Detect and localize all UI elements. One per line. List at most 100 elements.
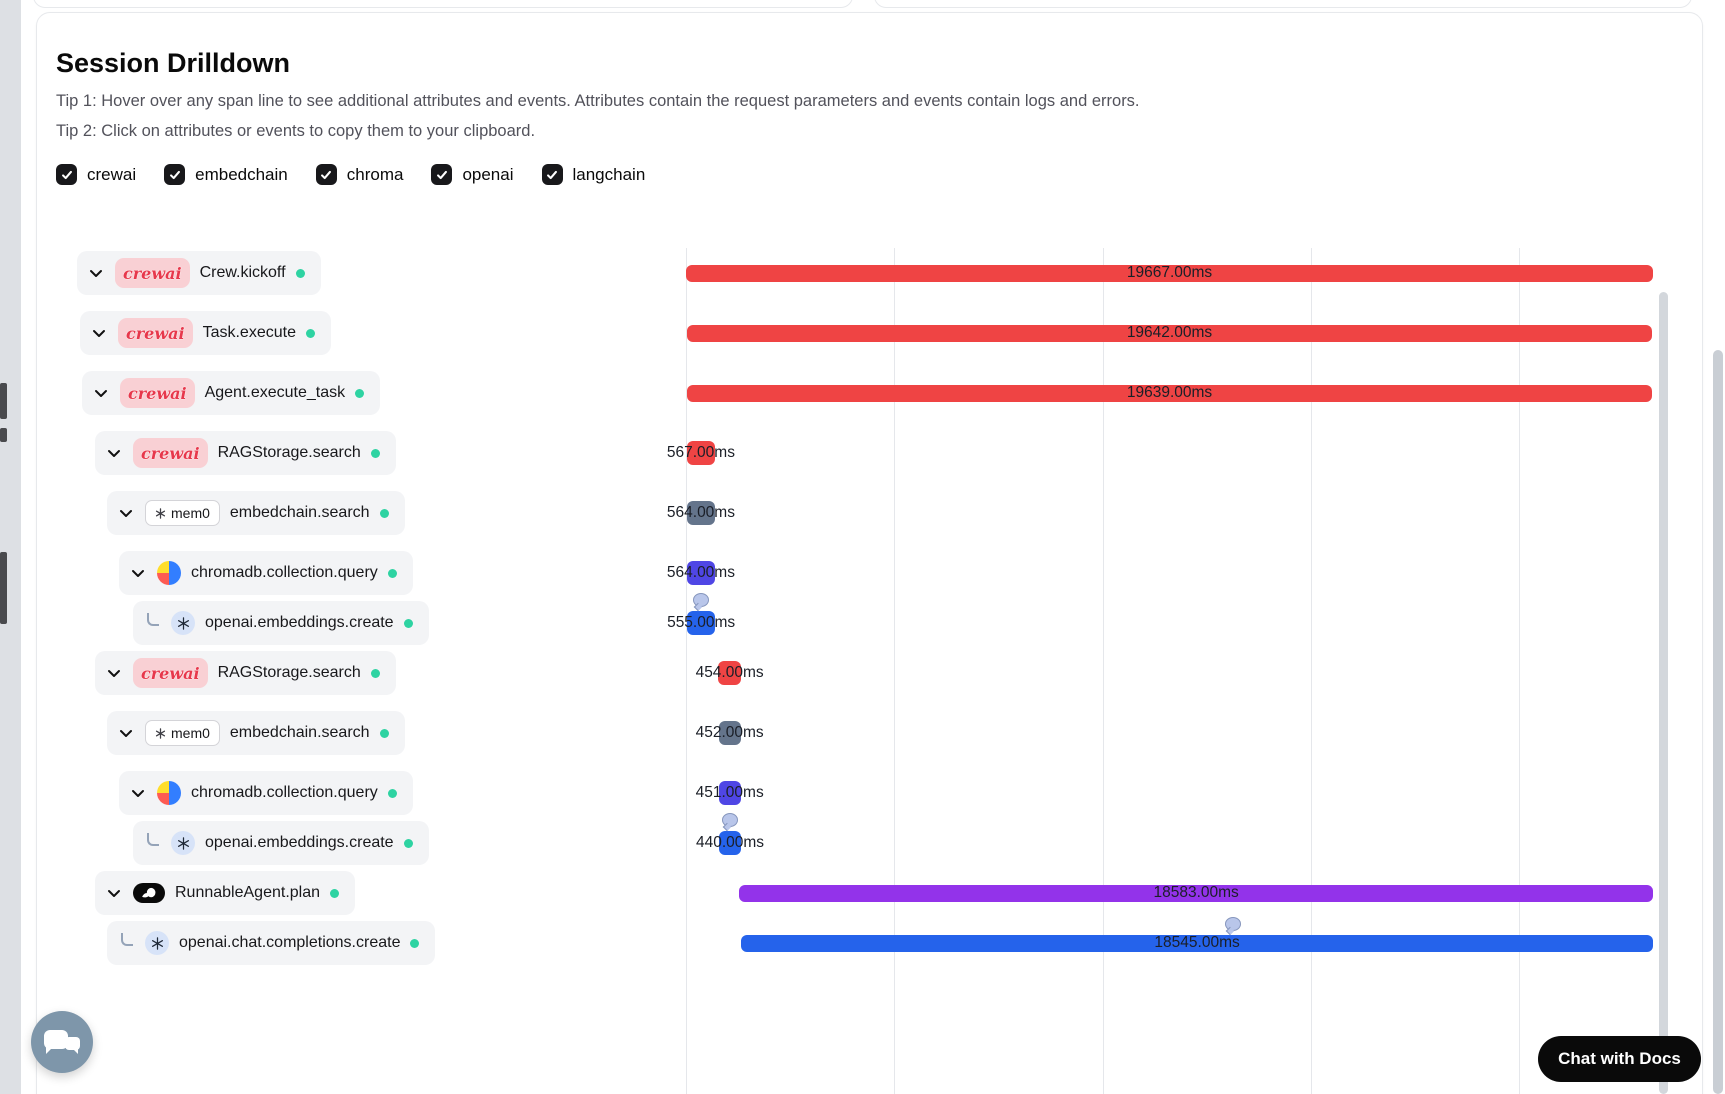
span-name: embedchain.search: [229, 504, 370, 521]
status-dot: [370, 448, 380, 458]
vendor-badge-crewai: crewai: [133, 438, 208, 468]
duration-label: 440.00ms: [695, 834, 765, 851]
openai-logo-icon: [176, 836, 191, 851]
duration-label: 454.00ms: [695, 664, 764, 681]
trace-row-label[interactable]: crewai RAGStorage.search: [95, 651, 396, 695]
chat-bubble-icon: [65, 1037, 80, 1050]
span-name: RunnableAgent.plan: [175, 884, 321, 901]
duration-label: 564.00ms: [666, 564, 735, 581]
span-name: Crew.kickoff: [199, 264, 286, 281]
chevron-down-icon[interactable]: [129, 784, 147, 802]
vendor-filter-row: crewai embedchain chroma openai langchain: [56, 164, 645, 185]
elbow-connector-icon: [121, 932, 133, 946]
status-dot: [379, 728, 389, 738]
checkbox-checked-icon[interactable]: [431, 164, 453, 185]
top-card-right-edge: [874, 0, 1692, 8]
span-bar[interactable]: [739, 884, 1653, 902]
duration-label: 564.00ms: [666, 504, 735, 521]
filter-chroma[interactable]: chroma: [315, 164, 403, 185]
span-bar[interactable]: [687, 611, 715, 635]
filter-label: openai: [462, 164, 514, 184]
span-bar[interactable]: [686, 384, 1653, 402]
background-artifact: [0, 383, 7, 419]
checkbox-checked-icon[interactable]: [164, 164, 186, 185]
filter-crewai[interactable]: crewai: [56, 164, 136, 185]
langchain-parrot-icon: [140, 887, 158, 899]
span-bar[interactable]: [718, 781, 741, 805]
span-name: RAGStorage.search: [217, 664, 361, 681]
span-bar[interactable]: [718, 661, 741, 685]
chart-scrollbar-thumb[interactable]: [1659, 292, 1668, 1094]
filter-embedchain[interactable]: embedchain: [164, 164, 288, 185]
chevron-down-icon[interactable]: [87, 264, 105, 282]
span-name: embedchain.search: [229, 724, 370, 741]
tip-2-text: Tip 2: Click on attributes or events to …: [56, 122, 536, 140]
vendor-badge-crewai: crewai: [115, 258, 190, 288]
duration-label: 19639.00ms: [1126, 384, 1213, 401]
openai-logo-icon: [150, 936, 165, 951]
duration-label: 19667.00ms: [1126, 264, 1213, 281]
vendor-badge-crewai: crewai: [118, 318, 193, 348]
span-bar[interactable]: [686, 264, 1653, 282]
trace-row-label[interactable]: crewai RAGStorage.search: [95, 431, 396, 475]
span-bar[interactable]: [719, 831, 741, 855]
chevron-down-icon[interactable]: [105, 444, 123, 462]
span-name: RAGStorage.search: [217, 444, 361, 461]
span-bar[interactable]: [686, 324, 1653, 342]
trace-row-label[interactable]: openai.embeddings.create: [133, 601, 429, 645]
chevron-down-icon[interactable]: [90, 324, 108, 342]
chat-launcher-button[interactable]: [31, 1011, 93, 1073]
span-bar[interactable]: [687, 561, 715, 585]
filter-openai[interactable]: openai: [431, 164, 514, 185]
checkbox-checked-icon[interactable]: [541, 164, 563, 185]
gridline: [686, 248, 687, 1094]
filter-label: crewai: [87, 164, 137, 184]
filter-label: embedchain: [195, 164, 288, 184]
span-bar[interactable]: [686, 441, 715, 465]
chevron-down-icon[interactable]: [105, 664, 123, 682]
vendor-badge-openai: [145, 931, 169, 955]
events-bubble-icon[interactable]: [693, 593, 710, 607]
duration-label: 18545.00ms: [1154, 934, 1240, 951]
span-bar[interactable]: [687, 501, 715, 525]
trace-row-label[interactable]: mem0 embedchain.search: [107, 711, 405, 755]
span-bar[interactable]: [741, 934, 1653, 952]
chevron-down-icon[interactable]: [105, 884, 123, 902]
trace-row-label[interactable]: openai.embeddings.create: [133, 821, 429, 865]
duration-label: 18583.00ms: [1153, 884, 1239, 901]
chat-with-docs-button[interactable]: Chat with Docs: [1538, 1036, 1701, 1082]
chevron-down-icon[interactable]: [117, 504, 135, 522]
status-dot: [295, 268, 305, 278]
events-bubble-icon[interactable]: [722, 813, 738, 827]
status-dot: [403, 838, 413, 848]
chat-bubble-icon: [44, 1030, 68, 1049]
events-bubble-icon[interactable]: [1225, 916, 1242, 931]
duration-label: 451.00ms: [695, 784, 764, 801]
filter-langchain[interactable]: langchain: [541, 164, 645, 185]
trace-row-label[interactable]: chromadb.collection.query: [119, 771, 413, 815]
chevron-down-icon[interactable]: [92, 384, 110, 402]
vendor-badge-crewai: crewai: [120, 378, 195, 408]
span-bar[interactable]: [718, 721, 741, 745]
vendor-badge-mem0: mem0: [145, 500, 220, 526]
status-dot: [403, 618, 413, 628]
status-dot: [370, 668, 380, 678]
page-title: Session Drilldown: [56, 48, 291, 78]
page-scrollbar-thumb[interactable]: [1713, 350, 1723, 1094]
tip-1-text: Tip 1: Hover over any span line to see a…: [56, 92, 1140, 110]
chevron-down-icon[interactable]: [129, 564, 147, 582]
span-name: openai.embeddings.create: [205, 834, 394, 851]
vendor-badge-chroma chroma-logo-icon: [157, 561, 181, 585]
trace-row-label[interactable]: crewai Task.execute: [80, 311, 331, 355]
trace-row-label[interactable]: crewai Agent.execute_task: [82, 371, 381, 415]
trace-row-label[interactable]: chromadb.collection.query: [119, 551, 413, 595]
checkbox-checked-icon[interactable]: [56, 164, 77, 185]
trace-row-label[interactable]: openai.chat.completions.create: [107, 921, 436, 965]
checkbox-checked-icon[interactable]: [315, 164, 337, 185]
background-artifact: [0, 552, 7, 624]
trace-row-label[interactable]: mem0 embedchain.search: [107, 491, 405, 535]
trace-row-label[interactable]: crewai Crew.kickoff: [77, 251, 321, 295]
duration-label: 19642.00ms: [1126, 324, 1213, 341]
chevron-down-icon[interactable]: [117, 724, 135, 742]
trace-row-label[interactable]: RunnableAgent.plan: [95, 871, 356, 915]
